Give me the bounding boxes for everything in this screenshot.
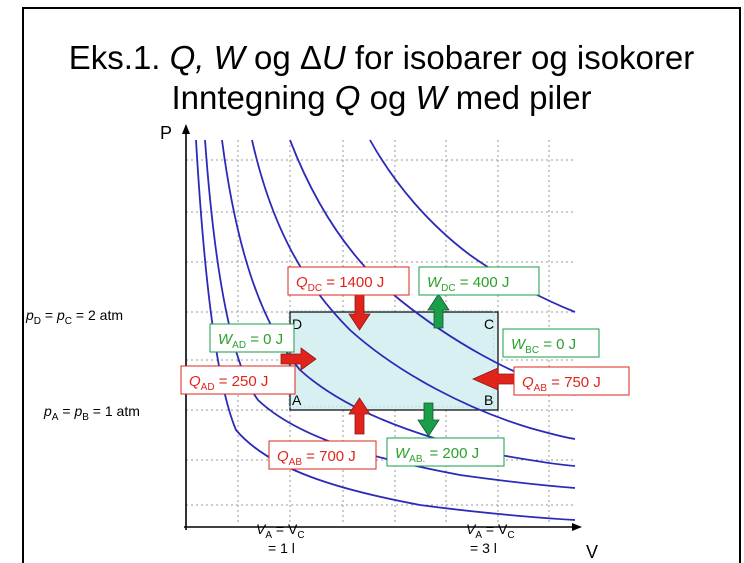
w-dc-box [418,266,540,296]
w-ab-text: WAB. = 200 J [395,445,479,465]
point-d-label: D [292,316,302,332]
w-bc-text: WBC = 0 J [511,336,576,356]
volume-label-right: VA = VC [466,521,515,541]
point-c-label: C [484,316,494,332]
w-ad-box [209,323,295,353]
slide-frame [22,7,741,563]
w-dc-arrow [427,293,450,329]
point-a-label: A [292,392,302,408]
title-line-2: Inntegning Q og W med piler [171,79,592,116]
q-bc-box [513,366,630,396]
p-axis-arrow [182,124,190,134]
w-ab-box [386,437,505,467]
work-arrows [417,293,450,437]
volume-value-left: = 1 l [268,540,295,556]
isotherm-2 [204,139,576,489]
energy-boxes: QDC = 1400 J WDC = 400 J WAD = 0 J WBC =… [180,266,630,470]
pressure-label-dc: pD = pC = 2 atm [25,307,123,327]
q-ad-arrow [280,347,317,371]
point-b-label: B [484,392,493,408]
v-axis-arrow [572,523,582,531]
w-bc-box [502,328,600,358]
w-dc-text: WDC = 400 J [427,274,509,294]
heat-arrows [280,293,519,435]
title-line-1: Eks.1. Q, W og ΔU for isobarer og isokor… [68,39,695,76]
q-dc-box [287,266,410,296]
q-dc-arrow [348,293,371,331]
p-axis-label: P [160,123,172,143]
isotherm-6 [369,139,576,313]
q-bc-text: QAB = 750 J [522,374,601,394]
v-axis-label: V [586,542,598,562]
q-ad-box [180,365,296,395]
q-ad-text: QAD = 250 J [189,373,268,393]
q-ab-arrow [348,397,371,435]
volume-label-left: VA = VC [256,521,305,541]
q-dc-text: QDC = 1400 J [296,274,384,294]
q-ab-box [268,440,377,470]
isotherm-3 [221,139,576,467]
process-region [289,311,499,411]
w-ad-text: WAD = 0 J [218,331,283,351]
volume-value-right: = 3 l [470,540,497,556]
process-region-shade [288,309,495,408]
pressure-label-ab: pA = pB = 1 atm [43,403,140,423]
q-ab-text: QAB = 700 J [277,448,356,468]
w-ab-arrow [417,402,440,437]
axes [184,132,572,530]
isotherm-4 [251,139,576,440]
